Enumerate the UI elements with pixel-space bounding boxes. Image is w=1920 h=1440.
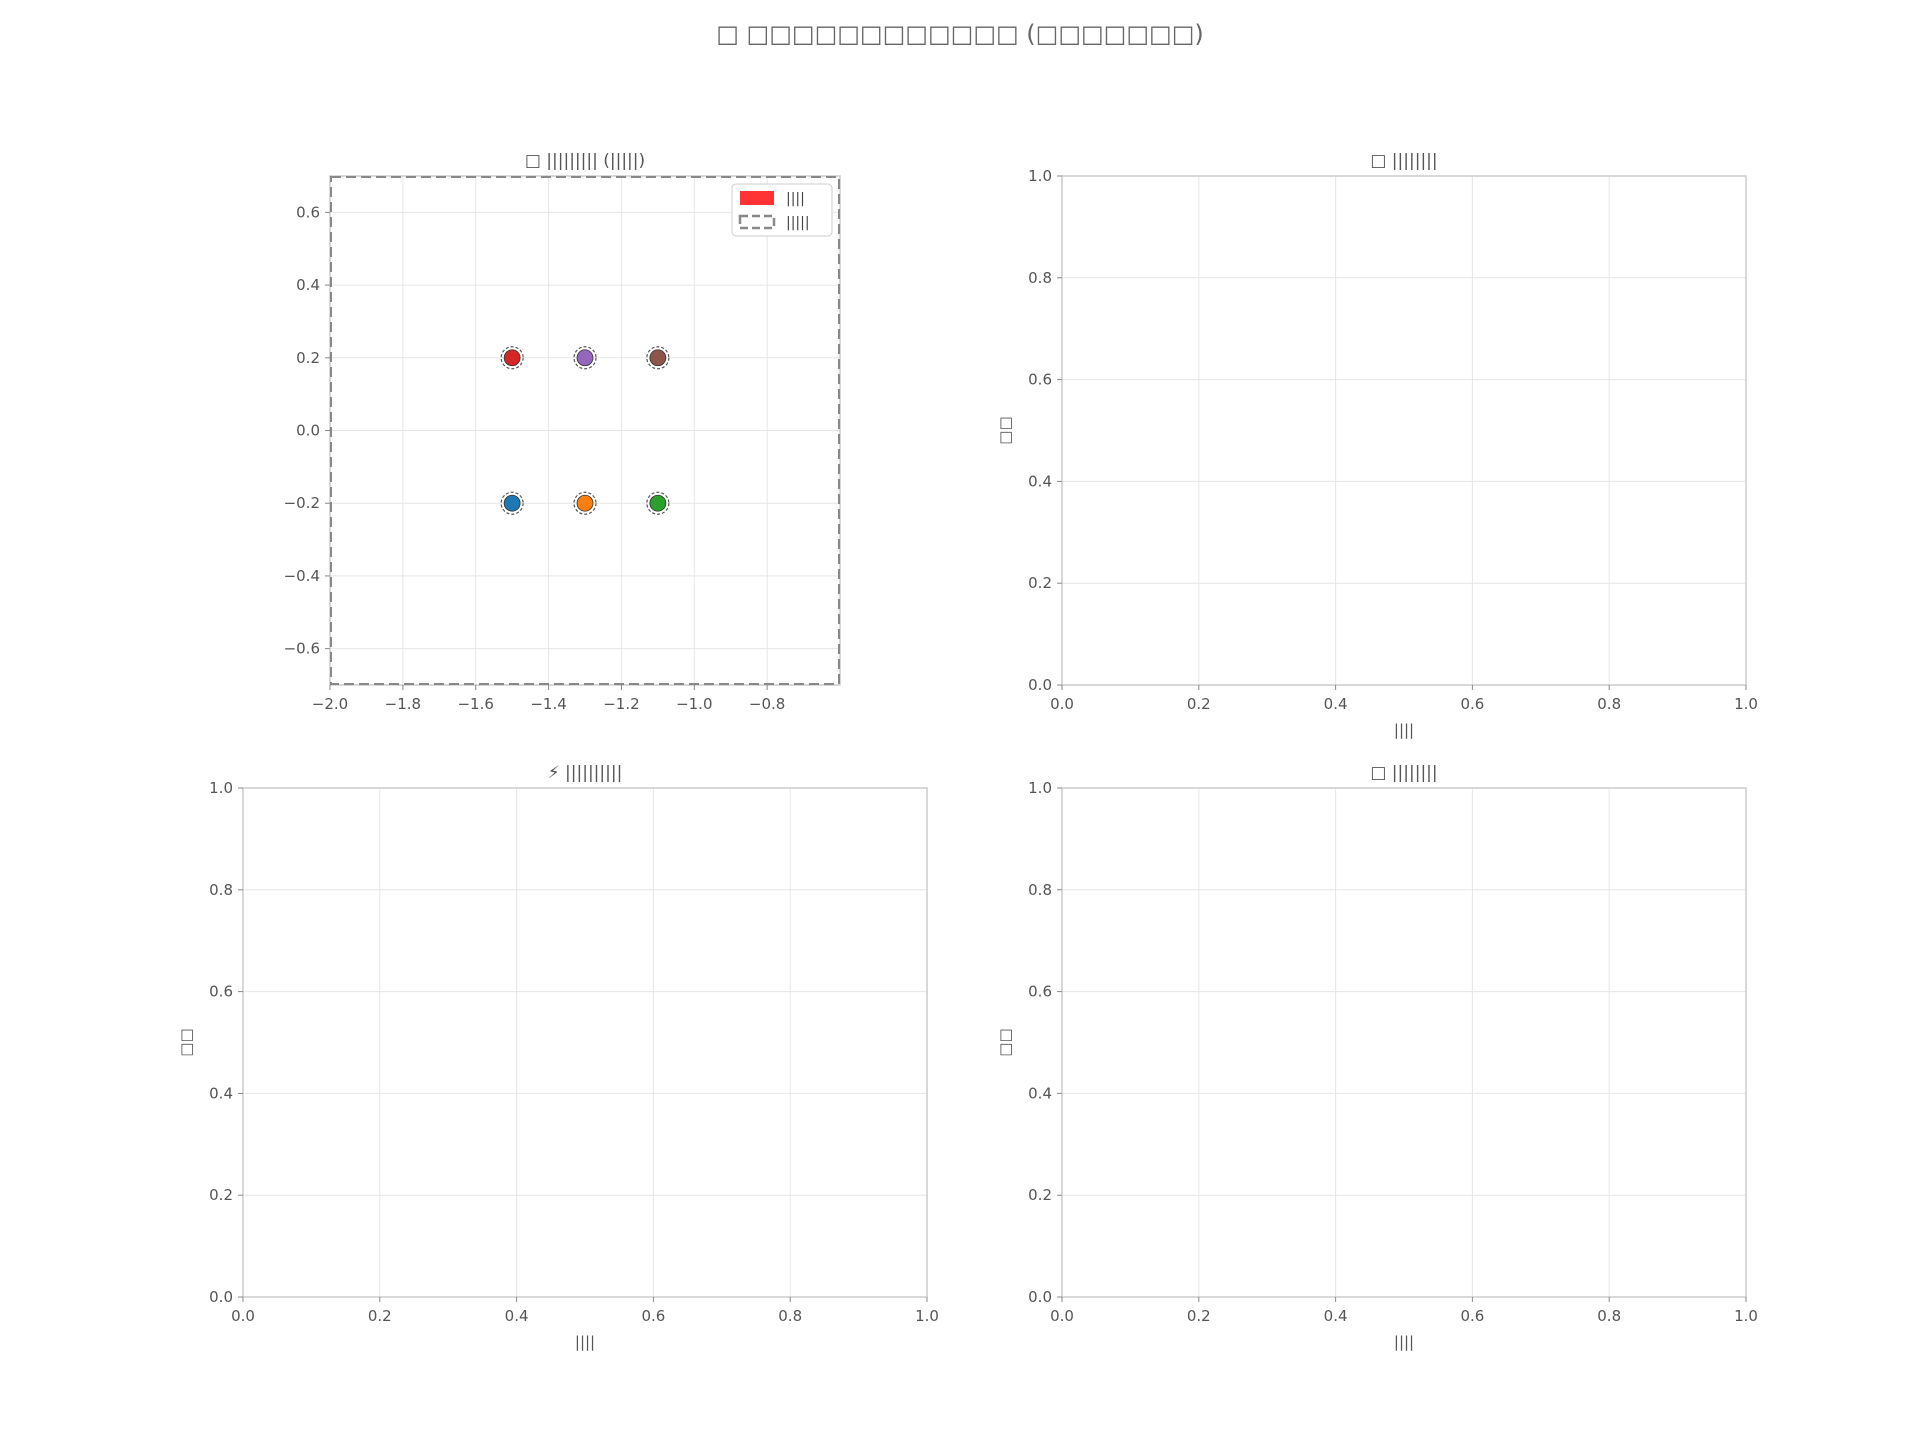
x-tick-label: −1.6	[457, 695, 493, 713]
point-boundary	[573, 491, 597, 515]
y-tick-label: 0.0	[209, 1288, 233, 1306]
x-tick-label: −0.8	[749, 695, 785, 713]
y-tick-label: 0.0	[1028, 676, 1052, 694]
x-tick-label: 1.0	[1734, 695, 1758, 713]
x-tick-label: 0.8	[1597, 695, 1621, 713]
subplot-2: 0.0 0.2 0.4 0.6 0.8 1.0 0.0 0.2 0.4 0.6 0.8 1.0 □ ||…	[996, 151, 1758, 739]
point-boundary	[646, 346, 670, 370]
plot-frame	[1061, 787, 1747, 1298]
x-tick-label: 0.2	[1187, 1307, 1211, 1325]
scatter-point	[649, 349, 667, 367]
subplot-title: □ ||||||||| (|||||)	[525, 151, 645, 171]
y-axis-label: □□	[996, 1028, 1014, 1056]
boundary-box	[330, 176, 840, 685]
x-tick-label: 0.0	[1050, 1307, 1074, 1325]
x-tick-label: 0.4	[1324, 695, 1348, 713]
y-tick-label: 1.0	[209, 779, 233, 797]
y-tick-label: 0.8	[209, 881, 233, 899]
x-tick-label: −2.0	[312, 695, 348, 713]
y-tick-label: 1.0	[1028, 167, 1052, 185]
x-tick-label: 0.8	[778, 1307, 802, 1325]
x-tick-label: 1.0	[915, 1307, 939, 1325]
y-tick-label: 0.2	[209, 1186, 233, 1204]
y-tick-label: 0.6	[1028, 983, 1052, 1001]
y-tick-label: 0.6	[209, 983, 233, 1001]
legend: |||||||||	[731, 183, 833, 237]
subplot-1: −2.0 −1.8 −1.6 −1.4 −1.2 −1.0 −0.8 −0.6 −0.4 −0.2…	[284, 151, 841, 713]
y-tick-label: 0.2	[1028, 574, 1052, 592]
x-tick-label: 0.0	[231, 1307, 255, 1325]
legend-swatch-dashed	[738, 214, 776, 230]
x-tick-label: −1.8	[385, 695, 421, 713]
y-axis-label: □□	[996, 416, 1014, 444]
x-tick-label: 0.4	[1324, 1307, 1348, 1325]
scatter-point	[503, 494, 521, 512]
subplot-3: 0.0 0.2 0.4 0.6 0.8 1.0 0.0 0.2 0.4 0.6 0.8 1.0 ⚡ ||…	[177, 763, 939, 1351]
x-tick-label: −1.2	[603, 695, 639, 713]
x-axis-label: ||||	[1394, 1333, 1414, 1351]
y-tick-label: 0.8	[1028, 881, 1052, 899]
y-tick-label: 0.4	[1028, 472, 1052, 490]
point-boundary	[646, 491, 670, 515]
point-boundary	[500, 491, 524, 515]
x-tick-label: 1.0	[1734, 1307, 1758, 1325]
y-tick-label: 0.2	[296, 349, 320, 367]
y-tick-label: −0.4	[284, 567, 320, 585]
scatter-point	[503, 349, 521, 367]
y-tick-label: 0.0	[1028, 1288, 1052, 1306]
x-tick-label: 0.2	[1187, 695, 1211, 713]
y-tick-label: 1.0	[1028, 779, 1052, 797]
y-tick-label: 0.0	[296, 422, 320, 440]
point-boundary	[573, 346, 597, 370]
scatter-point	[576, 349, 594, 367]
x-tick-label: 0.6	[1460, 695, 1484, 713]
subplot-title: □ ||||||||	[1370, 763, 1437, 783]
y-tick-label: 0.6	[296, 203, 320, 221]
subplot-title: ⚡ ||||||||||	[548, 763, 623, 783]
plot-frame	[1061, 175, 1747, 686]
y-tick-label: 0.2	[1028, 1186, 1052, 1204]
x-tick-label: 0.2	[368, 1307, 392, 1325]
y-tick-label: 0.8	[1028, 269, 1052, 287]
y-tick-label: 0.6	[1028, 371, 1052, 389]
x-tick-label: 0.0	[1050, 695, 1074, 713]
x-axis-label: ||||	[575, 1333, 595, 1351]
legend-label: |||||	[786, 215, 810, 231]
y-tick-label: 0.4	[209, 1084, 233, 1102]
x-tick-label: 0.6	[641, 1307, 665, 1325]
y-tick-label: −0.2	[284, 494, 320, 512]
x-tick-label: 0.8	[1597, 1307, 1621, 1325]
subplot-4: 0.0 0.2 0.4 0.6 0.8 1.0 0.0 0.2 0.4 0.6 0.8 1.0 □ ||…	[996, 763, 1758, 1351]
x-tick-label: −1.0	[676, 695, 712, 713]
plot-frame	[242, 787, 928, 1298]
legend-label: ||||	[786, 191, 805, 207]
x-tick-label: 0.6	[1460, 1307, 1484, 1325]
y-tick-label: −0.6	[284, 640, 320, 658]
x-tick-label: 0.4	[505, 1307, 529, 1325]
scatter-point	[649, 494, 667, 512]
figure-title: □ □□□□□□□□□□□□ (□□□□□□□)	[716, 20, 1204, 48]
y-tick-label: 0.4	[296, 276, 320, 294]
subplot-title: □ ||||||||	[1370, 151, 1437, 171]
x-tick-label: −1.4	[530, 695, 566, 713]
y-tick-label: 0.4	[1028, 1084, 1052, 1102]
point-boundary	[500, 346, 524, 370]
x-axis-label: ||||	[1394, 721, 1414, 739]
scatter-point	[576, 494, 594, 512]
legend-swatch-filled	[740, 191, 774, 205]
y-axis-label: □□	[177, 1028, 195, 1056]
